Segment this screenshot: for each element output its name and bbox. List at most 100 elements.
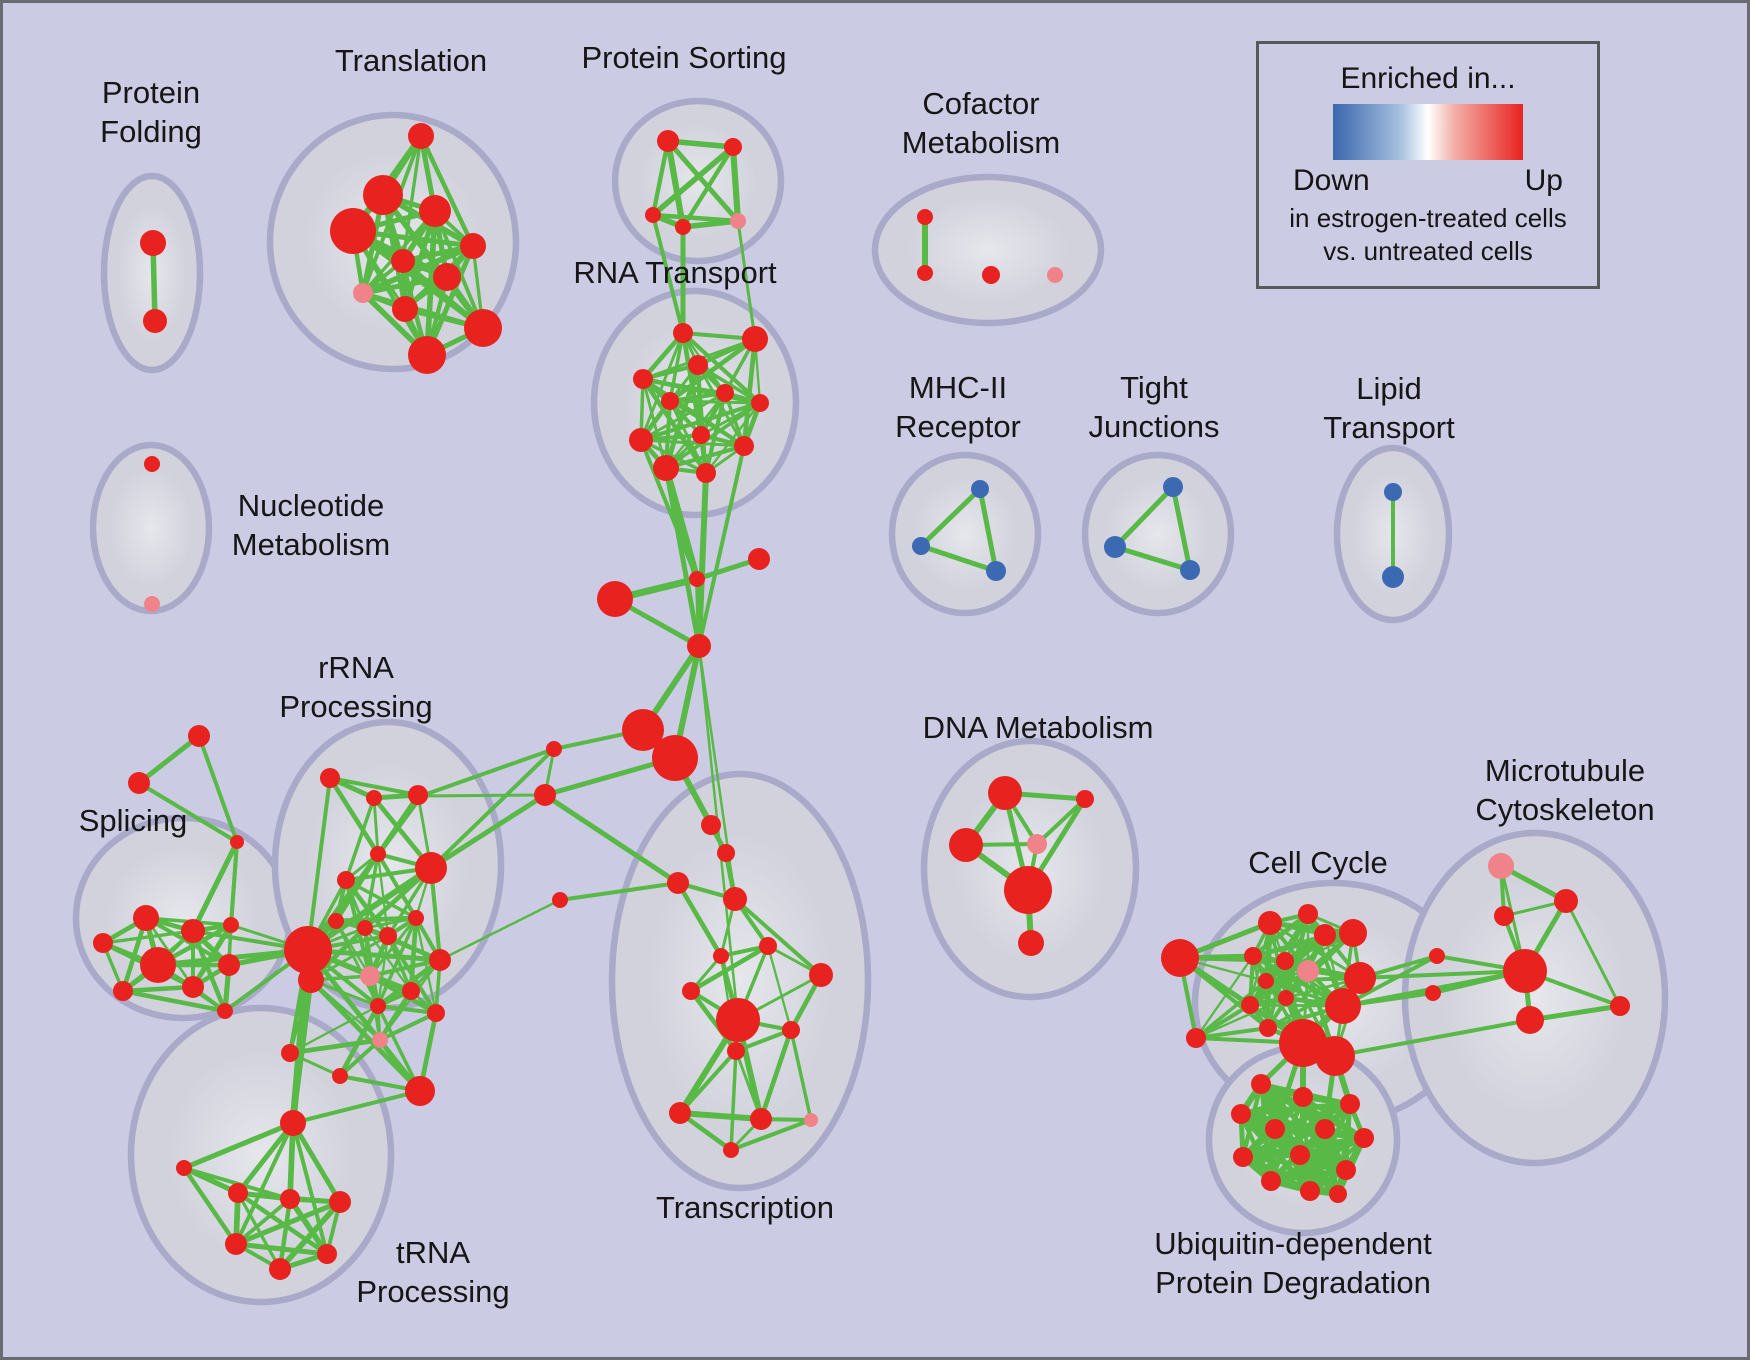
node-red bbox=[1186, 1028, 1206, 1048]
node-red bbox=[1344, 962, 1376, 994]
cluster-label-lipid_transport: Lipid bbox=[1356, 371, 1422, 406]
node-red bbox=[727, 1042, 745, 1060]
node-red bbox=[688, 355, 708, 375]
edge bbox=[918, 486, 983, 549]
edge bbox=[229, 840, 239, 927]
legend-down-label: Down bbox=[1293, 164, 1370, 197]
cluster-ellipse-cofactor bbox=[871, 173, 1105, 327]
cluster-label-protein_folding: Protein bbox=[102, 75, 200, 110]
edge bbox=[651, 213, 685, 335]
cluster-label-rrna: rRNA bbox=[318, 650, 394, 685]
node-blue bbox=[912, 537, 930, 555]
edge bbox=[1112, 484, 1176, 550]
node-red bbox=[419, 195, 451, 227]
edge bbox=[414, 916, 438, 1015]
cluster-label-microtubule: Microtubule bbox=[1485, 753, 1645, 788]
legend-caption-line2: vs. untreated cells bbox=[1323, 236, 1533, 266]
cluster-ellipse-mhc bbox=[888, 451, 1042, 617]
node-red bbox=[332, 1068, 348, 1084]
edge bbox=[697, 644, 740, 1022]
node-blue bbox=[1104, 536, 1126, 558]
node-red bbox=[701, 815, 721, 835]
node-red bbox=[1290, 1145, 1310, 1165]
node-red bbox=[1241, 996, 1259, 1014]
edge bbox=[351, 229, 429, 357]
node-red bbox=[182, 976, 204, 998]
edge bbox=[667, 336, 758, 404]
edge bbox=[328, 776, 420, 797]
node-red bbox=[675, 219, 691, 235]
edge bbox=[327, 775, 381, 857]
node-red bbox=[464, 309, 502, 347]
edge bbox=[733, 897, 823, 977]
edge bbox=[1170, 484, 1193, 573]
edge bbox=[428, 792, 548, 871]
node-pink bbox=[144, 596, 160, 612]
node-red bbox=[408, 910, 424, 926]
node-pink bbox=[1027, 834, 1047, 854]
node-red bbox=[1231, 1104, 1251, 1124]
node-red bbox=[414, 789, 428, 803]
edge bbox=[1194, 954, 1255, 1040]
cluster-ellipse-tight_junctions bbox=[1081, 451, 1235, 617]
node-red bbox=[1554, 889, 1578, 913]
node-red bbox=[320, 768, 340, 788]
node-red bbox=[1018, 930, 1044, 956]
edge bbox=[1240, 1154, 1349, 1173]
edge bbox=[309, 978, 382, 1042]
node-red bbox=[809, 963, 833, 987]
cluster-label-mhc: MHC-II bbox=[909, 370, 1007, 405]
edge bbox=[663, 465, 702, 649]
node-red bbox=[317, 1244, 337, 1264]
node-red bbox=[1076, 790, 1094, 808]
node-blue bbox=[971, 480, 989, 498]
edge bbox=[728, 1117, 814, 1153]
node-red bbox=[782, 1021, 800, 1039]
edge bbox=[291, 1121, 329, 1256]
node-red bbox=[1279, 1019, 1327, 1067]
edge bbox=[233, 1241, 330, 1257]
edge bbox=[1358, 969, 1527, 980]
node-red bbox=[284, 926, 332, 974]
node-pink bbox=[730, 213, 746, 229]
node-red bbox=[724, 138, 742, 156]
node-red bbox=[433, 263, 461, 291]
edge bbox=[688, 988, 739, 1054]
node-red bbox=[1336, 1160, 1356, 1180]
edge bbox=[372, 796, 380, 856]
node-red bbox=[330, 208, 376, 254]
edge bbox=[733, 1027, 794, 1054]
node-red bbox=[1293, 1087, 1313, 1107]
edge bbox=[1250, 930, 1356, 959]
node-red bbox=[429, 949, 451, 971]
node-red bbox=[1258, 973, 1274, 989]
node-red bbox=[405, 1076, 435, 1106]
node-red bbox=[917, 209, 933, 225]
legend-title: Enriched in... bbox=[1340, 62, 1516, 95]
node-red bbox=[415, 852, 447, 884]
cluster-label-cofactor: Cofactor bbox=[922, 86, 1039, 121]
node-red bbox=[230, 835, 244, 849]
node-red bbox=[113, 981, 133, 1001]
node-red bbox=[370, 846, 386, 862]
edge bbox=[287, 1196, 330, 1257]
edge bbox=[640, 376, 709, 476]
edge bbox=[677, 1110, 764, 1122]
edge bbox=[120, 988, 228, 1014]
network-canvas: Protein Folding Translation Protein Sorting… bbox=[3, 3, 1747, 1357]
edge bbox=[680, 144, 736, 230]
edge bbox=[668, 399, 762, 405]
edge bbox=[377, 988, 414, 1043]
node-red bbox=[328, 913, 344, 929]
edge bbox=[360, 243, 476, 296]
edge bbox=[344, 796, 376, 882]
node-red bbox=[742, 326, 768, 352]
edge bbox=[234, 1121, 295, 1246]
node-red bbox=[1161, 939, 1199, 977]
node-red bbox=[1503, 949, 1547, 993]
node-blue bbox=[986, 561, 1006, 581]
edge bbox=[419, 747, 556, 798]
edge bbox=[696, 363, 762, 405]
node-red bbox=[1340, 1094, 1360, 1114]
edge bbox=[1250, 911, 1311, 959]
